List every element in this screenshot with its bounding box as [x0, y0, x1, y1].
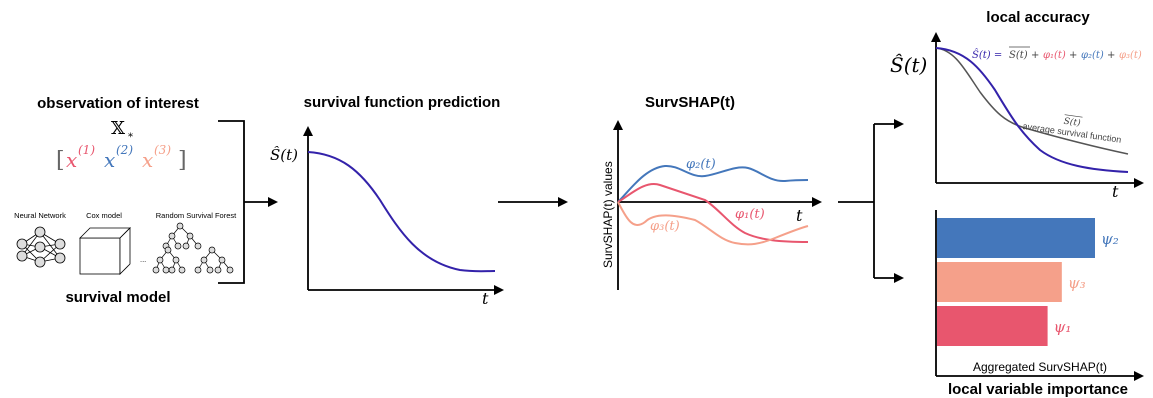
survshap-axes: [613, 120, 822, 290]
importance-bar-label-3: ψ₁: [1054, 318, 1072, 336]
eq-phi2: φ₂(t): [1081, 50, 1104, 61]
survshap-xlabel: t: [796, 206, 803, 225]
accuracy-title: local accuracy: [986, 9, 1090, 26]
bracket-open: [: [56, 148, 65, 173]
eq-lhs: Ŝ(t) =: [972, 49, 1002, 61]
feature-x2: x: [104, 148, 115, 172]
survshap-label-phi2: φ₂(t): [686, 157, 716, 172]
eq-plus-2: +: [1069, 50, 1077, 61]
feature-x1-sup: (1): [78, 143, 95, 157]
survshap-series-phi3: [617, 201, 809, 246]
neural-network-icon: [16, 226, 66, 268]
survshap-series-phi1: [617, 183, 809, 243]
ellipsis: ...: [140, 255, 146, 264]
feature-x3-sup: (3): [154, 143, 171, 157]
accuracy-xlabel: t: [1112, 182, 1119, 201]
survshap-title: SurvSHAP(t): [645, 94, 735, 111]
prediction-xlabel: t: [482, 289, 489, 308]
importance-title: local variable importance: [948, 381, 1128, 398]
model-label-cox: Cox model: [86, 211, 122, 220]
prediction-title: survival function prediction: [304, 94, 501, 111]
fork-connector: [838, 124, 875, 278]
survshap-label-phi3: φ₃(t): [650, 219, 680, 234]
feature-vector: [ x (1) x (2) x (3) ]: [56, 143, 187, 173]
prediction-axes: [303, 126, 504, 295]
cube-icon: [79, 227, 131, 275]
eq-mean: S(t): [1009, 50, 1028, 61]
importance-xlabel: Aggregated SurvSHAP(t): [973, 360, 1107, 374]
importance-axes: [935, 210, 1144, 381]
survshap-series-phi2: [617, 164, 809, 203]
importance-bar-3: [937, 306, 1048, 346]
model-label-rsf: Random Survival Forest: [156, 211, 237, 220]
survival-model-title: survival model: [65, 289, 170, 306]
feature-x3: x: [142, 148, 153, 172]
local-accuracy-curve: [935, 47, 1129, 173]
bracket-close: ]: [178, 148, 187, 173]
average-survival-annotation: S(t) average survival function: [1022, 114, 1122, 145]
feature-x1: x: [66, 148, 77, 172]
model-label-neural-network: Neural Network: [14, 211, 66, 220]
svg-text:*: *: [128, 132, 133, 143]
svg-text:S(t): S(t): [1063, 116, 1082, 129]
survshap-ylabel: SurvSHAP(t) values: [601, 161, 615, 268]
accuracy-equation: Ŝ(t) = S(t) + φ₁(t) + φ₂(t) + φ₃(t): [972, 46, 1142, 61]
random-forest-icon: [152, 222, 234, 274]
prediction-ylabel: Ŝ(t): [270, 146, 298, 164]
prediction-curve: [307, 151, 496, 273]
importance-bars: ψ₂ ψ₃ ψ₁: [937, 218, 1119, 346]
x-star-symbol: 𝕏 *: [111, 118, 133, 143]
eq-phi1: φ₁(t): [1043, 50, 1066, 61]
average-survival-curve: [935, 47, 1129, 155]
eq-phi3: φ₃(t): [1119, 50, 1142, 61]
observation-title: observation of interest: [37, 95, 199, 112]
importance-bar-2: [937, 262, 1062, 302]
eq-plus-3: +: [1107, 50, 1115, 61]
accuracy-ylabel: Ŝ(t): [890, 52, 927, 77]
importance-bar-1: [937, 218, 1095, 258]
importance-bar-label-2: ψ₃: [1068, 274, 1086, 292]
survshap-label-phi1: φ₁(t): [735, 207, 765, 222]
feature-x2-sup: (2): [116, 143, 133, 157]
accuracy-axes: [931, 32, 1144, 188]
importance-bar-label-1: ψ₂: [1101, 230, 1119, 248]
eq-plus-1: +: [1031, 50, 1039, 61]
svg-text:𝕏: 𝕏: [111, 118, 125, 139]
